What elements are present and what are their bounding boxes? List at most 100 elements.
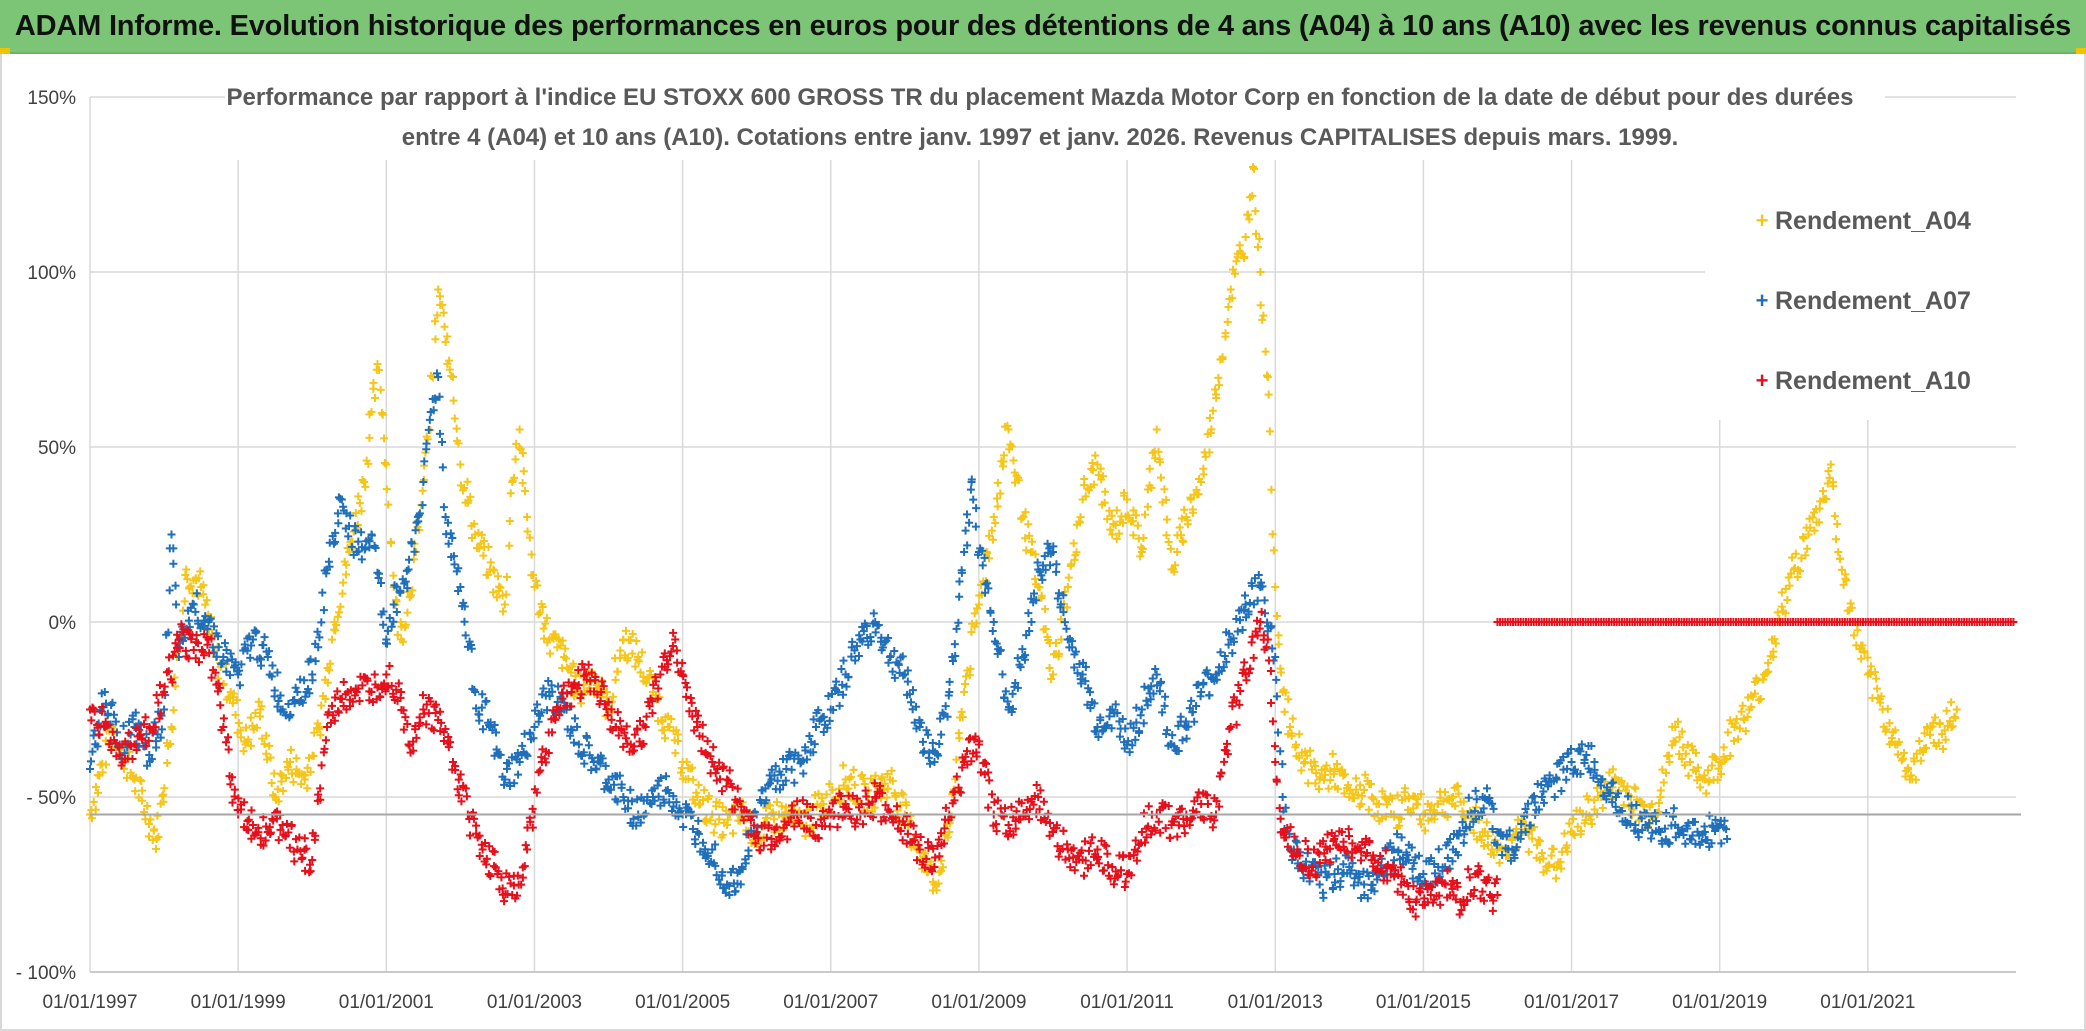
series-rendement-a04-point (1088, 466, 1097, 475)
series-rendement-a04-point (1090, 480, 1099, 489)
series-rendement-a07-point (392, 582, 401, 591)
series-rendement-a04-point (777, 802, 786, 811)
series-rendement-a07-point (1443, 853, 1452, 862)
series-rendement-a10-point (276, 825, 285, 834)
series-rendement-a04-point (313, 719, 322, 728)
series-rendement-a04-point (1207, 425, 1216, 434)
series-rendement-a10-point (912, 856, 921, 865)
series-rendement-a07-point (662, 772, 671, 781)
series-rendement-a07-point (86, 757, 95, 766)
series-rendement-a10-point (1108, 863, 1117, 871)
series-rendement-a04-point (705, 792, 714, 801)
series-rendement-a07-point (454, 564, 463, 573)
series-rendement-a07-point (715, 875, 724, 884)
series-rendement-a07-point (1149, 689, 1158, 698)
series-rendement-a04-point (1702, 789, 1711, 798)
series-rendement-a07-point (86, 765, 94, 773)
series-rendement-a07-point (410, 547, 419, 556)
series-rendement-a04-point (1180, 505, 1189, 514)
series-rendement-a07-point (601, 761, 610, 770)
series-rendement-a04-point (1112, 534, 1121, 543)
series-rendement-a04-point (248, 721, 257, 730)
series-rendement-a07-point (1018, 645, 1027, 654)
series-rendement-a10-point (577, 690, 586, 699)
series-rendement-a07-point (492, 745, 501, 754)
series-rendement-a04-point (1267, 485, 1276, 494)
series-rendement-a07-point (460, 602, 469, 611)
series-rendement-a04-point (700, 786, 709, 795)
series-rendement-a10-point (305, 868, 314, 877)
series-rendement-a10-point (1045, 831, 1054, 840)
series-rendement-a07-point (744, 851, 753, 860)
series-rendement-a10-point (95, 730, 104, 739)
series-rendement-a04-point (1576, 827, 1585, 836)
series-rendement-a10-point (967, 757, 976, 766)
series-rendement-a04-point (1773, 608, 1782, 617)
series-rendement-a04-point (101, 760, 110, 769)
series-rendement-a04-point (1312, 769, 1321, 778)
series-rendement-a07-point (1592, 771, 1601, 780)
series-rendement-a10-point (107, 746, 116, 755)
series-rendement-a04-point (1952, 705, 1961, 714)
series-rendement-a07-point (736, 880, 745, 889)
series-rendement-a07-point (725, 891, 734, 900)
series-rendement-a10-point (896, 827, 905, 836)
series-rendement-a07-point (1046, 549, 1055, 558)
series-rendement-a10-point (1079, 871, 1088, 880)
series-rendement-a07-point (838, 680, 847, 689)
series-rendement-a10-point (331, 693, 340, 702)
series-rendement-a07-point (1448, 857, 1457, 866)
series-rendement-a07-point (461, 631, 470, 640)
series-rendement-a10-point (898, 836, 907, 845)
series-rendement-a04-point (338, 589, 347, 598)
series-rendement-a04-point (382, 460, 391, 469)
series-rendement-a10-point (500, 897, 509, 906)
series-rendement-a10-point (207, 634, 216, 643)
series-rendement-a07-point (1219, 663, 1228, 672)
series-rendement-a10-point (534, 768, 543, 777)
series-rendement-a07-point (1143, 701, 1152, 710)
series-rendement-a07-point (1241, 591, 1250, 600)
series-rendement-a04-point (1250, 164, 1259, 173)
series-rendement-a04-point (1228, 294, 1237, 303)
series-rendement-a10-point (1478, 887, 1487, 896)
series-rendement-a10-point (1465, 873, 1474, 882)
series-rendement-a07-point (1276, 747, 1285, 756)
series-rendement-a07-point (226, 649, 235, 658)
series-rendement-a10-point (1045, 818, 1054, 827)
series-rendement-a07-point (1155, 687, 1164, 696)
series-rendement-a04-point (887, 766, 896, 775)
series-rendement-a04-point (883, 784, 892, 793)
series-rendement-a07-point (1170, 742, 1179, 751)
series-rendement-a04-point (1619, 801, 1628, 810)
series-rendement-a07-point (711, 861, 720, 870)
series-rendement-a10-point (591, 672, 600, 681)
series-rendement-a10-point (576, 694, 585, 703)
series-rendement-a04-point (406, 591, 415, 600)
series-rendement-a04-point (1735, 724, 1744, 733)
series-rendement-a04-point (1647, 800, 1656, 809)
series-rendement-a04-point (1665, 758, 1674, 767)
series-rendement-a10-point (1080, 837, 1089, 846)
series-rendement-a04-point (1860, 647, 1869, 656)
series-rendement-a07-point (1465, 823, 1474, 832)
series-rendement-a04-point (1512, 824, 1521, 833)
series-rendement-a10-point (1041, 817, 1050, 826)
series-rendement-a04-point (1047, 675, 1056, 684)
series-rendement-a04-point (1311, 779, 1320, 788)
series-rendement-a04-point (1825, 473, 1834, 482)
series-rendement-a04-point (292, 765, 301, 774)
series-rendement-a07-point (1598, 775, 1607, 784)
series-rendement-a07-point (1168, 731, 1177, 740)
series-rendement-a04-point (1507, 835, 1516, 844)
series-rendement-a04-point (988, 535, 997, 544)
series-rendement-a10-point (195, 658, 204, 667)
series-rendement-a10-point (284, 828, 293, 837)
series-rendement-a04-point (1679, 743, 1688, 752)
series-rendement-a04-point (1534, 836, 1543, 845)
series-rendement-a04-point (403, 608, 412, 617)
y-tick-label: - 50% (26, 788, 76, 809)
series-rendement-a10-point (1212, 797, 1221, 806)
series-rendement-a10-point (556, 704, 565, 713)
series-rendement-a04-point (480, 537, 489, 546)
